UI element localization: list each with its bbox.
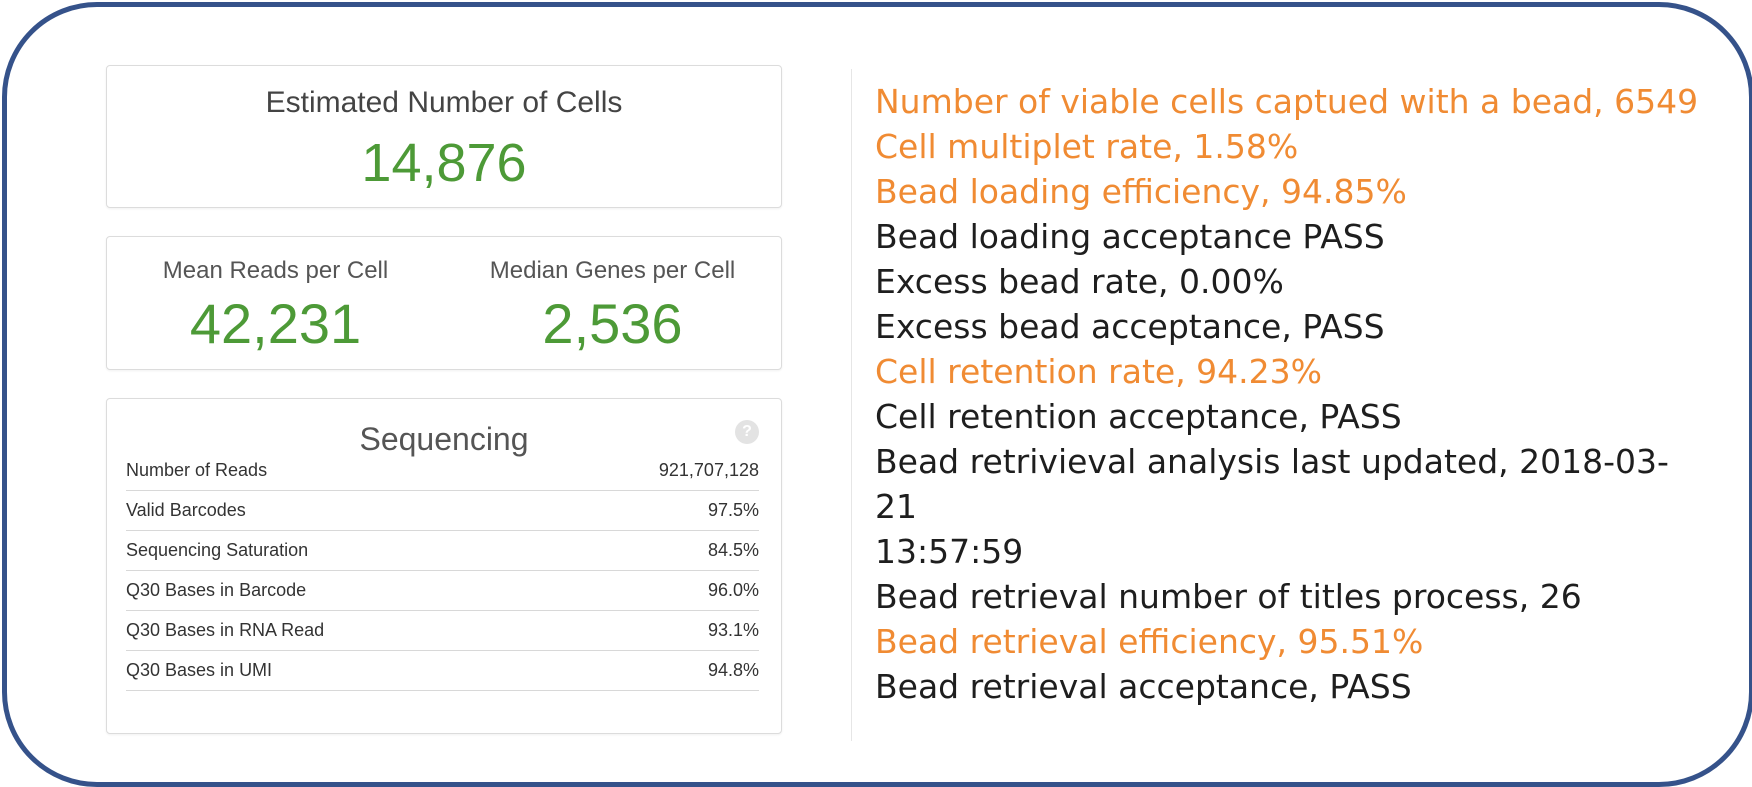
sequencing-row-label: Sequencing Saturation [126, 540, 309, 560]
estimated-cells-card: Estimated Number of Cells 14,876 [106, 65, 782, 208]
table-row: Q30 Bases in RNA Read 93.1% [126, 611, 759, 651]
sequencing-card: Sequencing ? Number of Reads 921,707,128 V… [106, 398, 782, 734]
mean-reads-metric: Mean Reads per Cell 42,231 [107, 257, 444, 356]
bead-report-line: 21 [875, 487, 917, 526]
mean-reads-label: Mean Reads per Cell [162, 257, 389, 284]
table-row: Number of Reads 921,707,128 [126, 451, 759, 491]
sequencing-row-label: Q30 Bases in UMI [126, 660, 273, 680]
bead-report-line: Excess bead rate, 0.00% [875, 262, 1284, 301]
help-icon[interactable]: ? [735, 420, 759, 444]
sequencing-row-value: 93.1% [707, 620, 759, 640]
bead-report-line: Bead retrieval efficiency, 95.51% [875, 622, 1424, 661]
median-genes-metric: Median Genes per Cell 2,536 [444, 257, 781, 356]
bead-report-line: Bead retrieval acceptance, PASS [875, 667, 1412, 706]
column-divider [851, 69, 852, 741]
sequencing-table: Number of Reads 921,707,128 Valid Barcodes… [126, 451, 759, 691]
bead-report-line: Cell retention acceptance, PASS [875, 397, 1402, 436]
bead-report-line: Cell multiplet rate, 1.58% [875, 127, 1299, 166]
estimated-cells-value: 14,876 [361, 133, 527, 193]
table-row: Q30 Bases in UMI 94.8% [126, 651, 759, 691]
bead-report-line: Bead retrivieval analysis last updated, … [875, 442, 1669, 481]
table-row: Q30 Bases in Barcode 96.0% [126, 571, 759, 611]
sequencing-row-value: 84.5% [707, 540, 759, 560]
bead-report-line: 13:57:59 [875, 532, 1024, 571]
table-row: Sequencing Saturation 84.5% [126, 531, 759, 571]
bead-report-line: Bead retrieval number of titles process,… [875, 577, 1582, 616]
bead-report-line: Bead loading acceptance PASS [875, 217, 1385, 256]
median-genes-label: Median Genes per Cell [489, 257, 736, 284]
bead-report-line: Number of viable cells captued with a be… [875, 82, 1699, 121]
sequencing-row-label: Q30 Bases in RNA Read [126, 620, 325, 640]
median-genes-value: 2,536 [542, 292, 683, 355]
sequencing-row-label: Q30 Bases in Barcode [126, 580, 307, 600]
bead-report-list: Number of viable cells captued with a be… [875, 79, 1699, 709]
mean-reads-value: 42,231 [189, 292, 362, 355]
sequencing-row-value: 97.5% [707, 500, 759, 520]
table-row: Valid Barcodes 97.5% [126, 491, 759, 531]
bead-report-line: Cell retention rate, 94.23% [875, 352, 1323, 391]
sequencing-row-value: 94.8% [707, 660, 759, 680]
cell-metrics-card: Mean Reads per Cell 42,231 Median Genes … [106, 236, 782, 370]
bead-report-line: Excess bead acceptance, PASS [875, 307, 1385, 346]
bead-report-line: Bead loading efficiency, 94.85% [875, 172, 1407, 211]
sequencing-title: Sequencing [359, 421, 529, 457]
sequencing-row-value: 921,707,128 [658, 460, 759, 480]
estimated-cells-title: Estimated Number of Cells [265, 86, 623, 119]
sequencing-row-label: Valid Barcodes [126, 500, 246, 520]
sequencing-row-value: 96.0% [707, 580, 759, 600]
sequencing-row-label: Number of Reads [126, 460, 268, 480]
